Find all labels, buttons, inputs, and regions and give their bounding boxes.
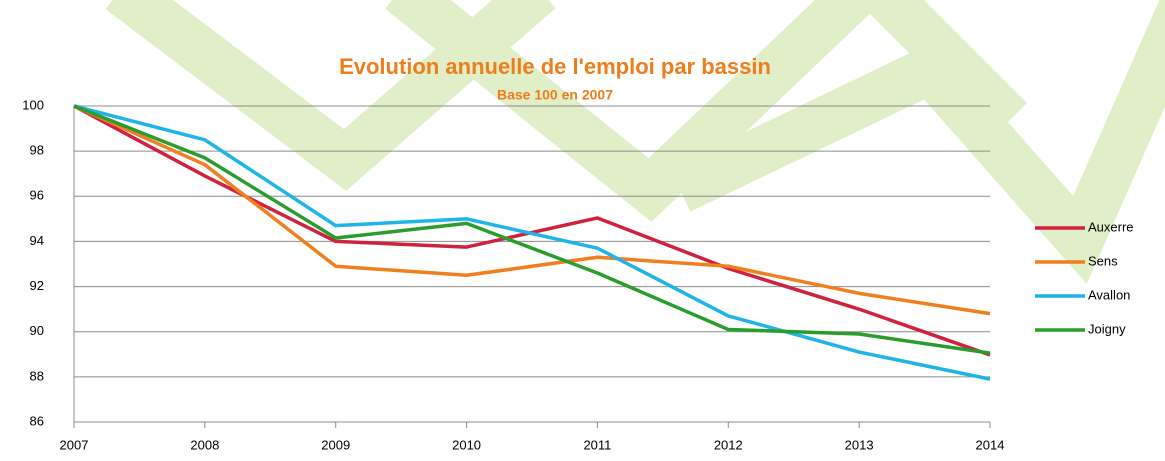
x-tick-label: 2011 <box>583 437 611 452</box>
x-tick-label: 2008 <box>190 437 219 452</box>
legend-label: Auxerre <box>1088 219 1134 234</box>
y-tick-label: 88 <box>30 368 44 383</box>
x-tick-label: 2014 <box>976 437 1005 452</box>
chart-subtitle: Base 100 en 2007 <box>497 87 613 103</box>
x-tick-label: 2007 <box>60 437 89 452</box>
legend-label: Avallon <box>1088 287 1130 302</box>
y-tick-label: 92 <box>30 278 44 293</box>
y-tick-label: 94 <box>30 233 44 248</box>
series-line <box>73 104 991 381</box>
y-tick-label: 98 <box>30 143 44 158</box>
legend-label: Joigny <box>1088 321 1126 336</box>
x-tick-label: 2010 <box>452 437 481 452</box>
x-tick-label: 2013 <box>845 437 874 452</box>
x-tick-label: 2009 <box>321 437 350 452</box>
y-tick-label: 86 <box>30 413 44 428</box>
series-line <box>73 104 991 355</box>
chart-title: Evolution annuelle de l'emploi par bassi… <box>339 54 771 79</box>
legend-label: Sens <box>1088 253 1118 268</box>
y-tick-label: 96 <box>30 188 44 203</box>
y-tick-label: 90 <box>30 323 44 338</box>
series-line <box>73 104 991 316</box>
y-tick-label: 100 <box>22 97 44 112</box>
watermark <box>105 0 1165 285</box>
x-tick-label: 2012 <box>714 437 743 452</box>
